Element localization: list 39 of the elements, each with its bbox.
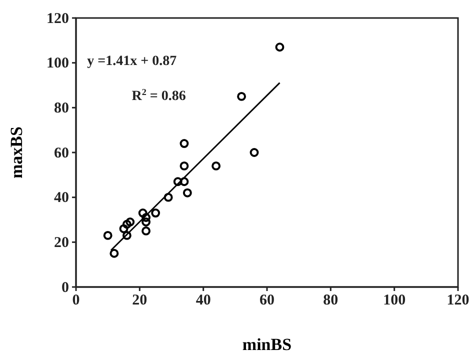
point [138, 208, 148, 218]
point [182, 188, 192, 198]
point [142, 218, 151, 226]
annotation: R$^{2}$ = 0.86 [132, 86, 186, 104]
point [126, 218, 135, 226]
point [142, 213, 151, 222]
y-tick-label: 80 [54, 100, 69, 116]
point [173, 177, 182, 186]
x-axis-title: minBS [242, 335, 292, 354]
y-axis-title: maxBS [7, 126, 26, 178]
point [142, 226, 151, 236]
x-tick-label: 80 [323, 292, 338, 309]
point [122, 220, 132, 229]
y-tick-label: 120 [46, 10, 69, 27]
point [103, 230, 112, 240]
point [180, 161, 189, 170]
x-tick-label: 120 [446, 292, 470, 309]
y-tick-label: 100 [46, 56, 69, 72]
point [237, 92, 246, 101]
point [250, 148, 259, 157]
annotation: y =1.41x + 0.87 [87, 54, 177, 70]
x-tick-label: 40 [196, 292, 211, 309]
x-tick-label: 60 [260, 292, 274, 309]
y-tick-label: 60 [54, 145, 69, 162]
y-tick-label: 40 [54, 190, 69, 206]
point [110, 248, 119, 258]
point [180, 177, 189, 186]
x-tick-label: 100 [383, 292, 406, 309]
point [164, 192, 173, 202]
y-tick-label: 20 [54, 234, 69, 251]
x-tick-label: 20 [132, 292, 148, 309]
point [122, 230, 132, 240]
x-tick-label: 0 [72, 292, 80, 309]
point [212, 161, 221, 170]
point [151, 208, 160, 218]
point [119, 224, 128, 234]
y-tick-label: 0 [62, 280, 69, 296]
point [275, 42, 284, 52]
point [180, 139, 189, 148]
